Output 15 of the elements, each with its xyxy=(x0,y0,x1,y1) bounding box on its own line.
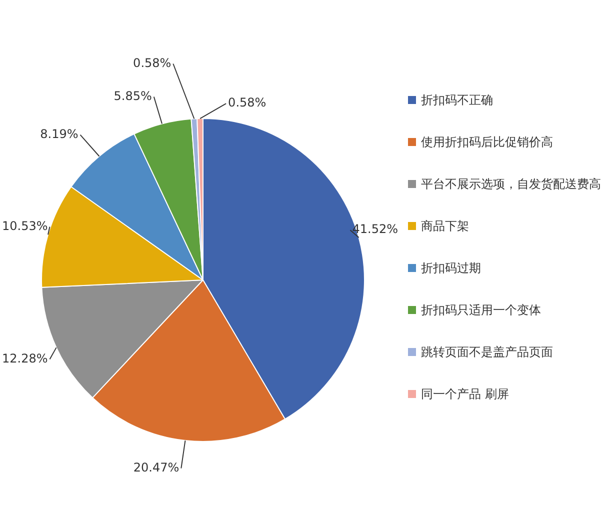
data-label: 5.85% xyxy=(114,88,152,103)
legend-label: 折扣码只适用一个变体 xyxy=(421,302,541,319)
data-label: 0.58% xyxy=(133,56,172,70)
legend-label: 跳转页面不是盖产品页面 xyxy=(421,344,553,361)
data-label: 10.53% xyxy=(2,218,48,233)
legend-label: 商品下架 xyxy=(421,218,469,235)
data-label: 8.19% xyxy=(40,126,78,141)
data-label: 20.47% xyxy=(133,460,180,474)
data-label: 12.28% xyxy=(2,351,48,366)
legend-label: 使用折扣码后比促销价高 xyxy=(421,134,553,151)
legend-label: 平台不展示选项，自发货配送费高 xyxy=(421,176,601,193)
legend-label: 折扣码过期 xyxy=(421,260,481,277)
data-label: 0.58% xyxy=(228,96,266,110)
legend-label: 同一个产品 刷屏 xyxy=(421,386,509,403)
legend-label: 折扣码不正确 xyxy=(421,92,493,109)
